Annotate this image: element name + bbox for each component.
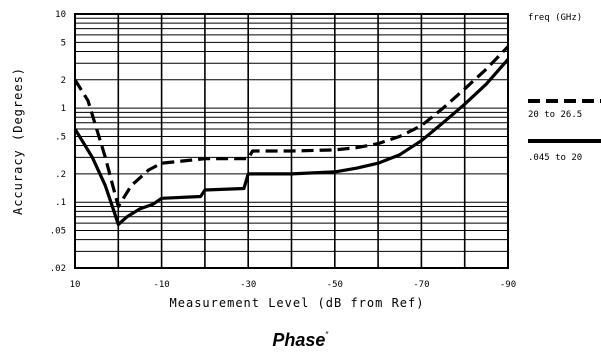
legend-label-045-to-20: .045 to 20 [528,153,582,163]
y-tick-label: 10 [55,10,66,20]
series-line-20-to-26-5 [73,45,510,209]
y-tick-label: 5 [61,38,66,48]
x-tick-label: -70 [413,280,429,290]
y-tick-label: 2 [61,76,66,86]
tick-labels: .02 .05 .1 .2 .5 1 2 5 10 10 -10 -30 -50 -70 -90 [50,10,516,290]
grid-lines [74,13,509,269]
legend-label-20-to-26-5: 20 to 26.5 [528,110,582,120]
y-tick-label: .05 [50,227,66,237]
series-lines [73,45,510,227]
series-line-045-to-20 [73,58,510,227]
caption-mark: ″ [325,330,329,340]
y-tick-label: .1 [55,198,66,208]
x-tick-label: 10 [70,280,81,290]
y-axis-title: Accuracy (Degrees) [11,67,25,215]
chart-caption: Phase″ [272,330,329,350]
x-tick-label: -30 [240,280,256,290]
y-tick-label: .5 [55,132,66,142]
x-tick-label: -50 [327,280,343,290]
x-tick-label: -90 [500,280,516,290]
y-tick-label: .2 [55,170,66,180]
legend: 20 to 26.5 .045 to 20 [528,99,601,163]
legend-title: freq (GHz) [528,13,582,23]
x-axis-title: Measurement Level (dB from Ref) [170,296,425,310]
x-tick-label: -10 [153,280,169,290]
y-tick-label: 1 [61,104,66,114]
plot-area [74,13,509,269]
y-tick-label: .02 [50,264,66,274]
